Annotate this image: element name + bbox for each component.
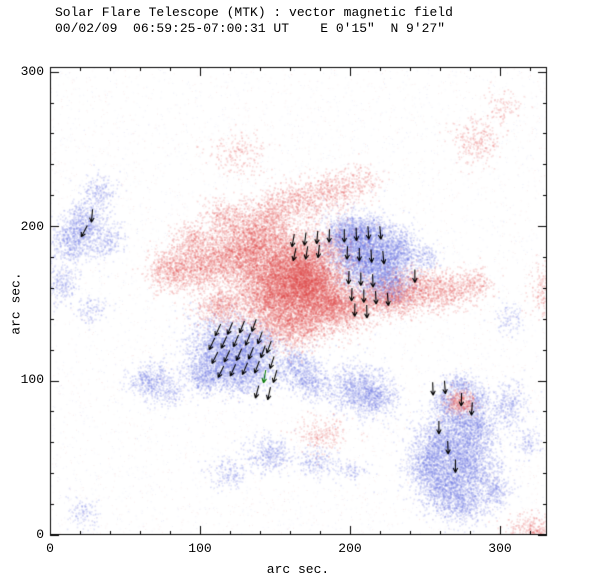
y-axis-title: arc sec. xyxy=(8,272,24,335)
x-tick-label: 300 xyxy=(488,541,512,556)
y-tick-label: 300 xyxy=(20,64,44,79)
x-axis-title: arc sec. xyxy=(266,562,330,577)
plot-subtitle: 00/02/09 06:59:25-07:00:31 UT E 0'15" N … xyxy=(55,21,446,36)
y-tick-label: 200 xyxy=(20,219,44,234)
y-tick-label: 100 xyxy=(20,372,44,387)
x-tick-label: 100 xyxy=(188,541,212,556)
plot-title: Solar Flare Telescope (MTK) : vector mag… xyxy=(55,5,453,20)
x-tick-label: 0 xyxy=(46,541,54,556)
y-tick-label: 0 xyxy=(36,527,44,542)
x-tick-label: 200 xyxy=(338,541,362,556)
